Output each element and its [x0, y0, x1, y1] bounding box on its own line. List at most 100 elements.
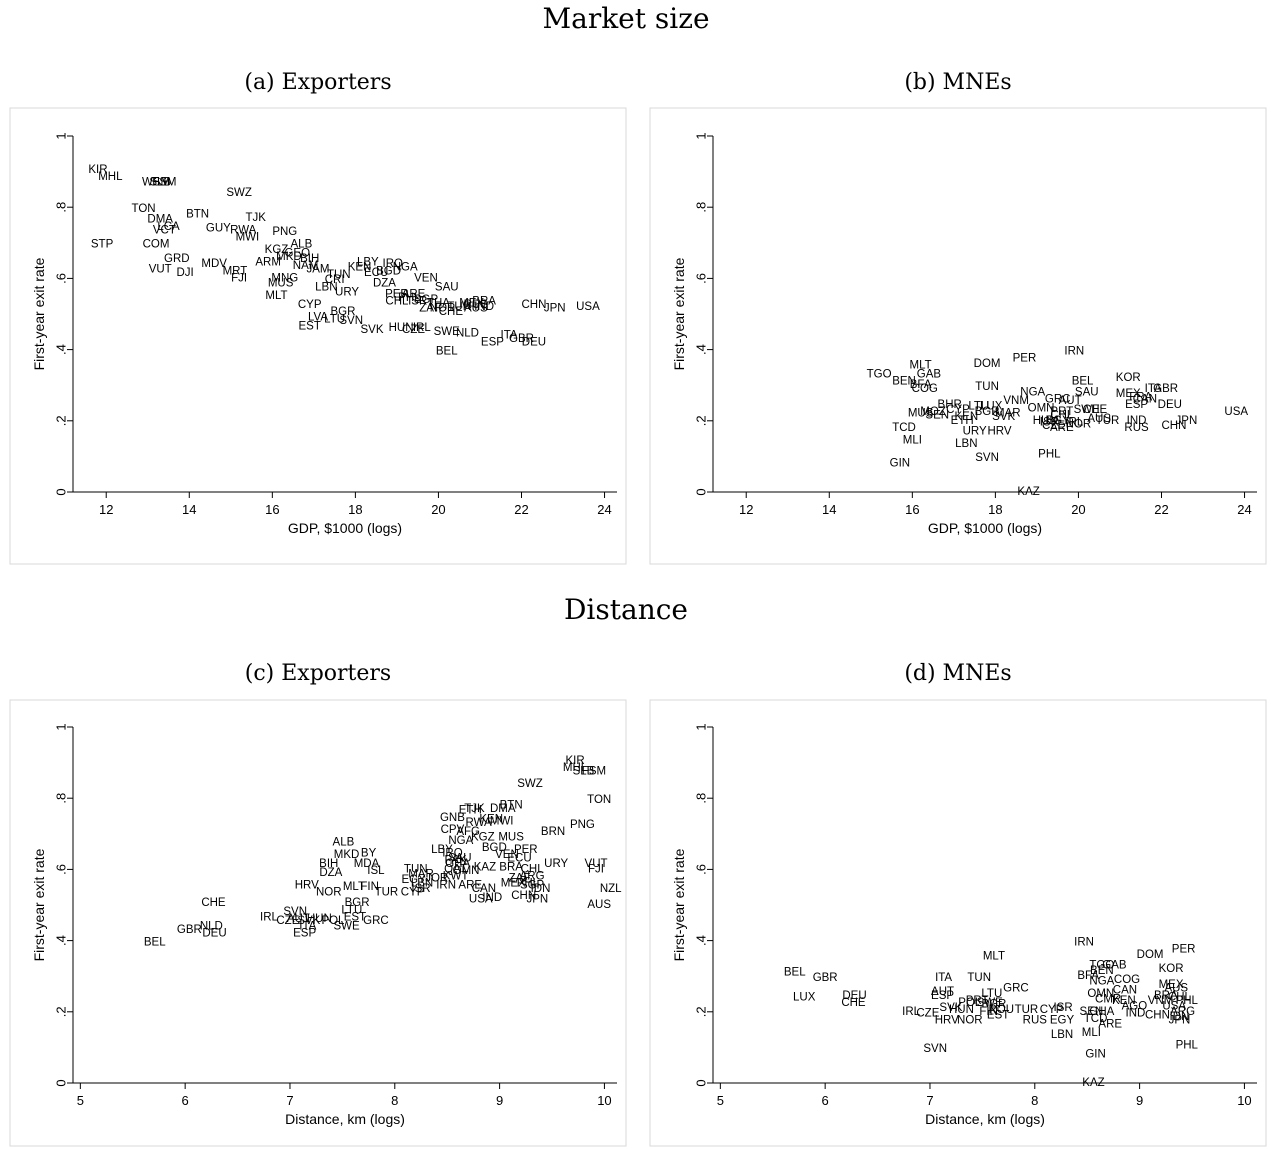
data-point-label: CYP	[1040, 1004, 1064, 1016]
data-point-label: KOR	[1116, 372, 1141, 384]
data-point-label: AUS	[1087, 413, 1111, 425]
y-tick-label: .2	[54, 415, 69, 426]
data-point-label: HRV	[295, 879, 319, 891]
data-point-label: IDN	[1170, 1011, 1190, 1023]
data-point-label: QAT	[444, 863, 467, 875]
data-point-label: GBR	[509, 333, 534, 345]
data-point-label: DEU	[522, 336, 546, 348]
data-point-label: HUN	[389, 322, 414, 334]
section-title-distance: Distance	[564, 593, 688, 626]
data-point-label: CHE	[439, 306, 464, 318]
data-point-label: FIN	[360, 881, 379, 893]
data-point-label: NOR	[1066, 418, 1092, 430]
data-point-label: AUS	[587, 899, 611, 911]
data-point-label: IRL	[902, 1006, 921, 1018]
data-point-label: IRQ	[383, 258, 404, 270]
y-tick-label: 0	[54, 488, 69, 495]
data-point-label: POL	[958, 997, 982, 1009]
data-point-label: VEN	[495, 849, 519, 861]
data-point-label: CHN	[1145, 1009, 1170, 1021]
data-point-label: PER	[385, 288, 409, 300]
data-point-label: SVN	[975, 452, 999, 464]
data-point-label: GBR	[1153, 383, 1178, 395]
data-point-label: ARE	[1098, 1018, 1122, 1030]
data-point-label: NLD	[456, 328, 479, 340]
panel-b-mnes-gdp: (b) MNEs 0 .2 .4 .6 .8 1 12 14 16 18 20 22 24 GDP, $10…	[649, 70, 1267, 565]
data-point-label: VCT	[153, 224, 176, 236]
data-point-label: CRI	[325, 274, 345, 286]
data-point-label: TON	[132, 203, 156, 215]
data-point-label: HRV	[935, 1015, 959, 1027]
data-point-label: MEX	[1159, 979, 1184, 991]
data-point-label: PER	[1172, 944, 1196, 956]
data-point-label: AUT	[287, 913, 310, 925]
data-point-label: MUS	[268, 278, 294, 290]
data-point-label: FJI	[231, 272, 247, 284]
data-point-label: DEU	[842, 990, 866, 1002]
data-point-label: NLD	[200, 920, 223, 932]
data-point-label: AFG	[456, 826, 480, 838]
data-point-label: NAM	[293, 260, 319, 272]
data-point-label: CZE	[1042, 420, 1065, 432]
x-tick-label: 20	[431, 502, 445, 517]
y-tick-label: .6	[694, 864, 709, 875]
data-point-label: HUN	[307, 913, 332, 925]
data-point-label: LBN	[315, 281, 337, 293]
data-point-label: CYP	[298, 299, 322, 311]
x-tick-label: 12	[739, 502, 753, 517]
y-tick-label: 1	[54, 723, 69, 730]
data-point-label: MEX	[501, 878, 526, 890]
data-point-label: NZL	[600, 883, 622, 895]
y-tick-label: .4	[694, 344, 709, 355]
data-point-label: CZE	[402, 324, 425, 336]
data-point-label: IRL	[260, 911, 279, 923]
data-point-label: DZA	[373, 278, 396, 290]
data-point-label: GAB	[1102, 960, 1127, 972]
section-title-market-size: Market size	[542, 2, 709, 35]
data-point-label: KAZ	[1017, 486, 1039, 498]
y-tick-label: 0	[694, 1079, 709, 1086]
data-point-label: ESP	[293, 927, 316, 939]
data-point-label: COG	[1114, 974, 1140, 986]
data-point-label: PHL	[1176, 995, 1199, 1007]
x-tick-label: 5	[77, 1093, 84, 1108]
data-point-label: SLB	[149, 176, 171, 188]
data-point-label: PRT	[1050, 406, 1073, 418]
data-point-label: GNB	[440, 812, 465, 824]
data-point-label: GAB	[917, 369, 942, 381]
data-point-label: MWI	[490, 815, 514, 827]
y-axis-title: First-year exit rate	[31, 848, 47, 961]
data-point-label: IRL	[1065, 417, 1084, 429]
x-tick-label: 6	[182, 1093, 189, 1108]
y-tick-label: .8	[54, 793, 69, 804]
data-point-label: EST	[987, 1009, 1009, 1021]
data-point-label: DZA	[319, 867, 342, 879]
data-point-label: GHA	[1089, 1006, 1114, 1018]
y-tick-label: 0	[54, 1079, 69, 1086]
y-axis-title: First-year exit rate	[31, 257, 47, 370]
data-point-label: LTU	[981, 988, 1002, 1000]
data-point-label: DMA	[490, 803, 516, 815]
data-point-label: URY	[335, 287, 359, 299]
data-point-label: ISR	[411, 883, 430, 895]
data-point-label: GRC	[1003, 983, 1029, 995]
x-tick-label: 16	[265, 502, 279, 517]
data-point-label: AUT	[1059, 395, 1082, 407]
data-point-label: MDV	[201, 258, 227, 270]
panel-a-exporters-gdp: (a) Exporters 0 .2 .4 .6 .8 1 12 14 16 18 20 22 24 GDP…	[9, 70, 627, 565]
data-point-label: MAR	[995, 408, 1021, 420]
data-point-label: LBY	[357, 256, 379, 268]
data-point-label: ARE	[402, 288, 426, 300]
data-point-label: BFA	[1077, 970, 1099, 982]
data-point-label: RUS	[1023, 1015, 1048, 1027]
data-point-label: BHR	[938, 399, 962, 411]
data-point-label: SWE	[1074, 404, 1101, 416]
data-point-label: NGA	[448, 835, 473, 847]
data-point-label: FIN	[979, 1006, 998, 1018]
data-point-label: KEN	[479, 814, 503, 826]
data-point-label: CAN	[1113, 984, 1137, 996]
x-axis-title: Distance, km (logs)	[285, 1111, 405, 1127]
x-tick-label: 7	[926, 1093, 933, 1108]
data-point-label: CHN	[521, 299, 546, 311]
data-point-label: MKD	[276, 251, 302, 263]
